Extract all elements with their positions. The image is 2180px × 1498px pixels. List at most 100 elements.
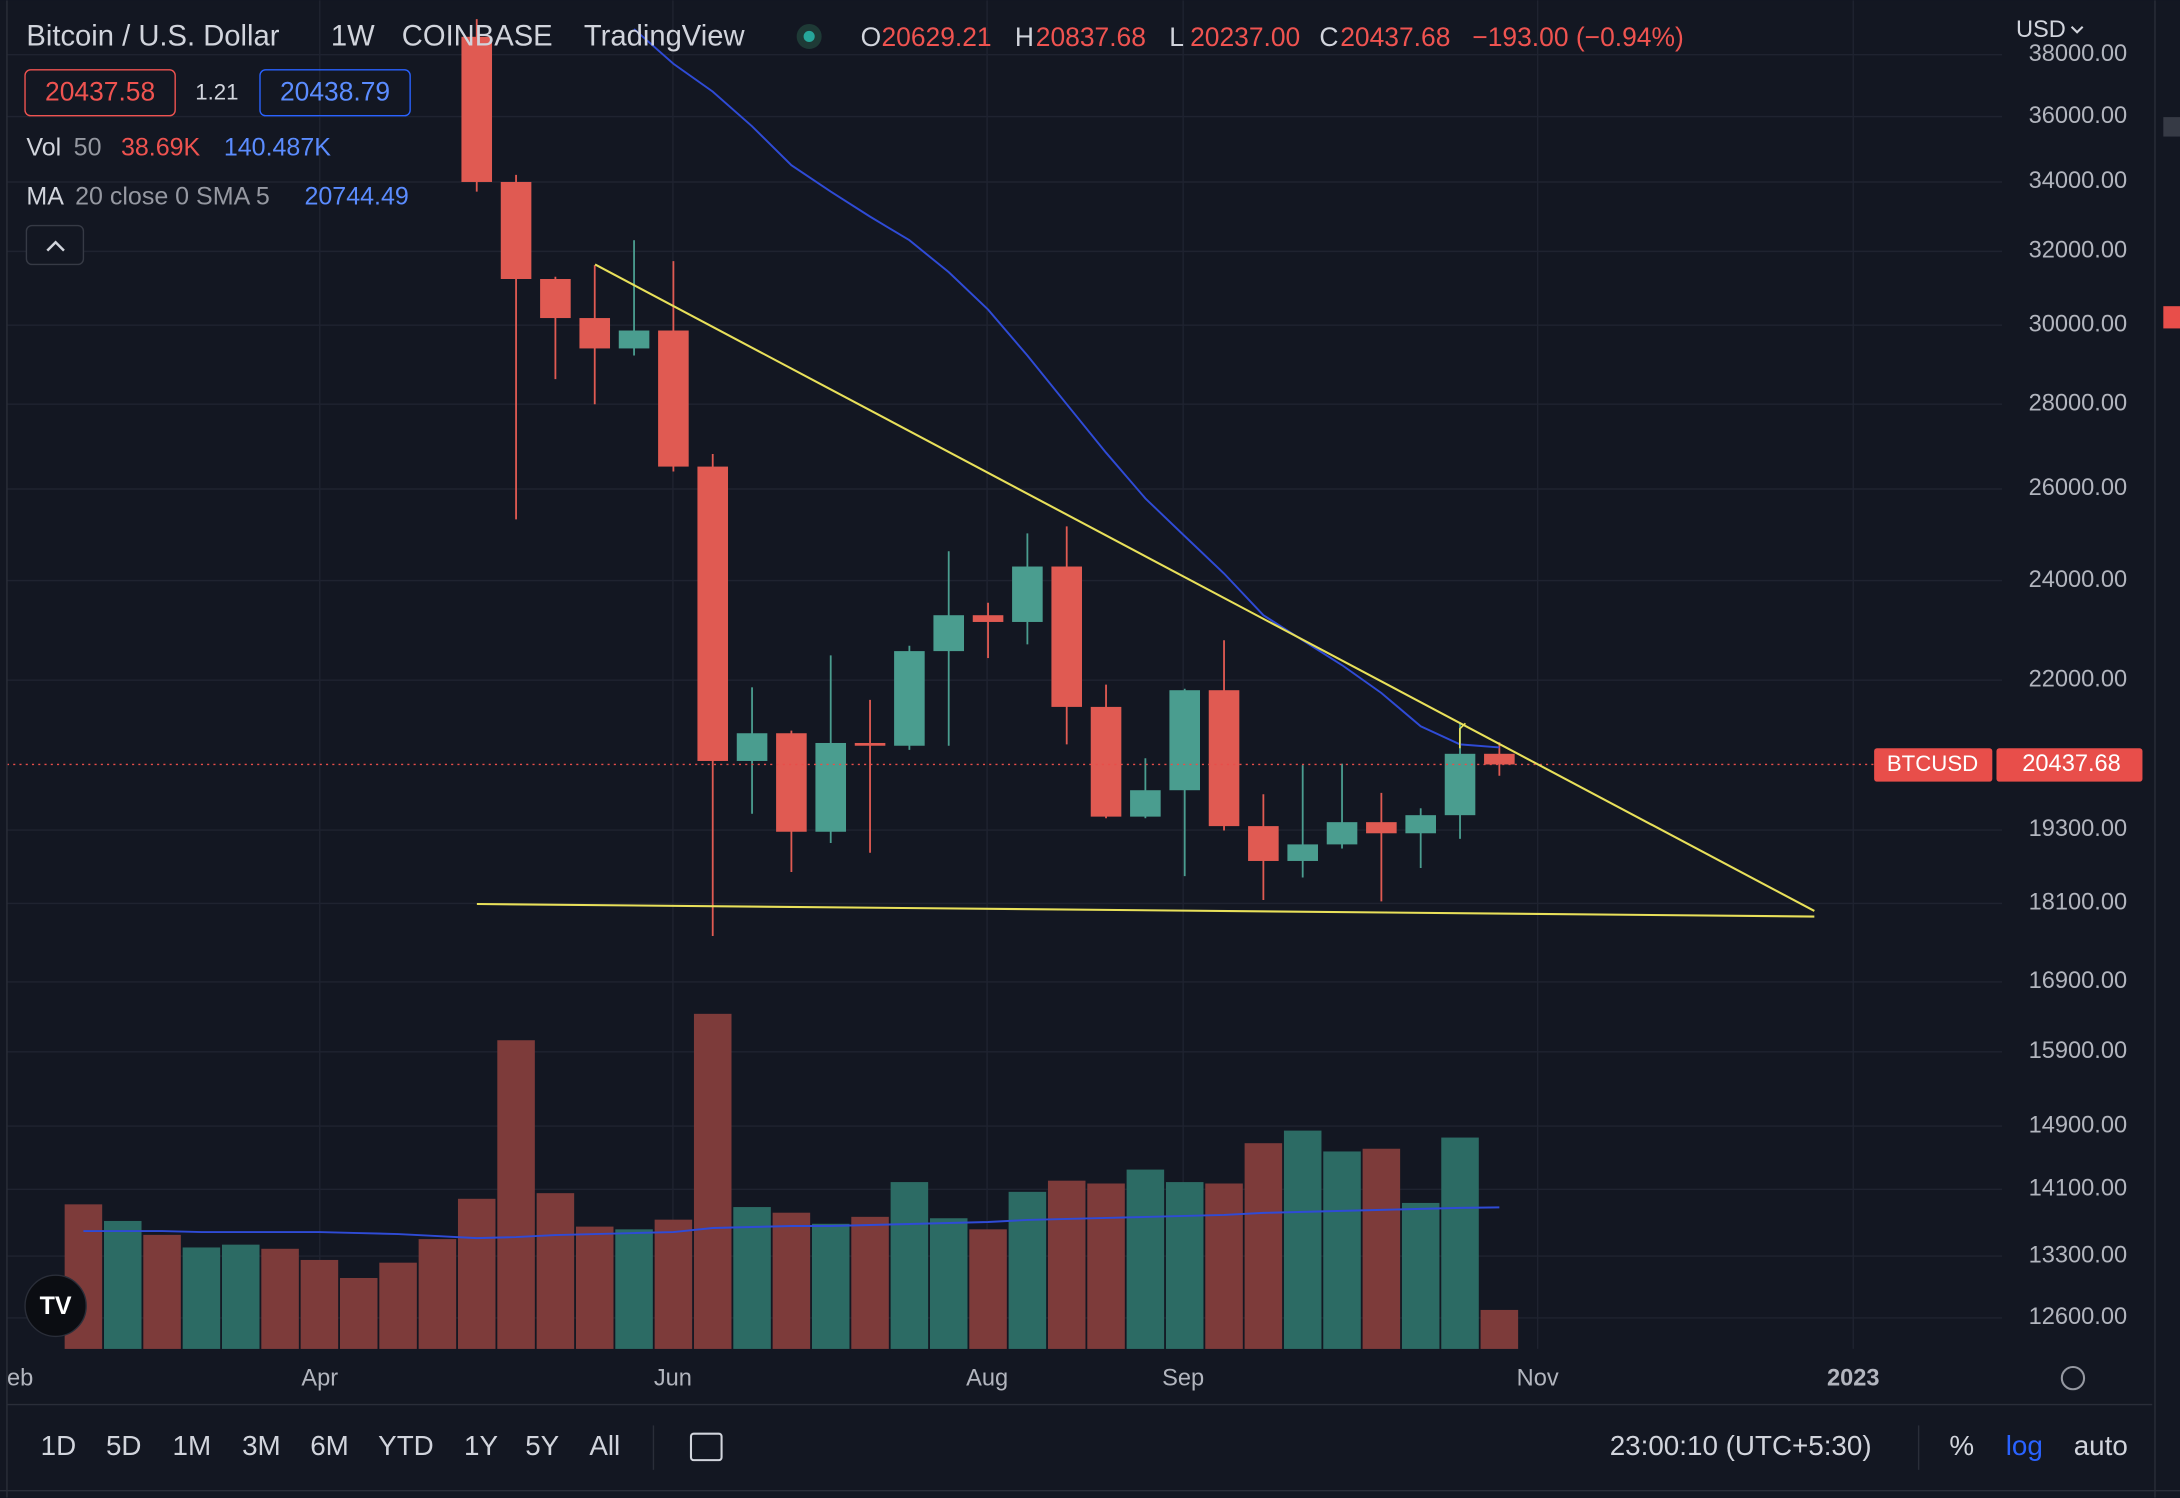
collapse-button[interactable] xyxy=(25,224,85,266)
vol-value: 38.69K xyxy=(121,134,201,162)
y-tick-label: 19300.00 xyxy=(2029,816,2128,842)
candle-body xyxy=(1287,844,1318,861)
candle-body xyxy=(1090,706,1122,817)
caret-icon xyxy=(46,240,65,252)
range-button[interactable]: 1M xyxy=(173,1430,212,1461)
x-tick-label: Apr xyxy=(301,1366,338,1392)
candle-body xyxy=(815,742,847,832)
auto-toggle[interactable]: auto xyxy=(2074,1430,2128,1461)
candle-body xyxy=(854,742,886,746)
volume-bar xyxy=(1047,1180,1086,1349)
candle-body xyxy=(697,466,729,761)
ask: 20438.79 xyxy=(280,76,390,106)
scroll-marker xyxy=(2163,306,2180,329)
ohlc-key: L xyxy=(1169,22,1184,52)
ask-box[interactable] xyxy=(259,69,411,117)
volume-bar xyxy=(693,1013,732,1349)
volume-bar xyxy=(1323,1151,1361,1349)
candle-body xyxy=(579,318,611,349)
volume-bar xyxy=(221,1244,260,1349)
clock[interactable]: 23:00:10 (UTC+5:30) xyxy=(1610,1430,1872,1461)
y-tick-label: 24000.00 xyxy=(2029,567,2128,593)
candle-body xyxy=(1484,753,1515,765)
y-tick-label: 16900.00 xyxy=(2029,968,2128,994)
range-button[interactable]: 3M xyxy=(242,1430,281,1461)
y-tick-label: 36000.00 xyxy=(2029,103,2128,129)
y-tick-label: 13300.00 xyxy=(2029,1242,2128,1268)
candle-body xyxy=(1326,822,1358,845)
logo-mark: TV xyxy=(40,1292,72,1320)
candle-body xyxy=(1169,690,1201,791)
volume-bar xyxy=(339,1277,378,1349)
bid-box[interactable] xyxy=(24,69,176,117)
range-button[interactable]: 6M xyxy=(310,1430,349,1461)
ohlc-value: 20437.68 xyxy=(1340,22,1450,52)
x-tick-label: Sep xyxy=(1162,1366,1204,1392)
price-pane xyxy=(6,19,1875,936)
candle-body xyxy=(1248,826,1279,861)
interval: 1W xyxy=(331,21,375,53)
exchange: COINBASE xyxy=(402,21,553,53)
x-tick-label: eb xyxy=(7,1366,33,1392)
candle-body xyxy=(618,330,650,349)
volume-bar xyxy=(969,1229,1007,1349)
price-tag xyxy=(1996,748,2143,782)
volume-bar xyxy=(143,1234,181,1349)
logo[interactable] xyxy=(24,1274,87,1338)
x-tick-label: Nov xyxy=(1517,1366,1559,1392)
ohlc-value: 20837.68 xyxy=(1036,22,1146,52)
ma-line xyxy=(633,28,1500,749)
ma-name: MA xyxy=(26,182,64,210)
scroll-marker xyxy=(2163,117,2180,137)
volume-bar xyxy=(890,1182,929,1349)
range-button[interactable]: 1D xyxy=(41,1430,77,1461)
candle-body xyxy=(461,36,493,182)
ma-params: 20 close 0 SMA 5 xyxy=(75,182,270,210)
candle-body xyxy=(658,330,689,467)
price-tag-text: 20437.68 xyxy=(2022,751,2121,777)
range-button[interactable]: 5D xyxy=(106,1430,142,1461)
ohlc-value: 20629.21 xyxy=(881,22,991,52)
candle-body xyxy=(972,615,1004,622)
volume-ma-line xyxy=(83,1206,1500,1240)
calendar-icon[interactable] xyxy=(689,1432,723,1462)
y-tick-label: 26000.00 xyxy=(2029,475,2128,501)
volume-bar xyxy=(1126,1169,1165,1349)
currency[interactable]: USD xyxy=(2016,17,2066,43)
volume-bar xyxy=(497,1040,535,1349)
settings-icon[interactable] xyxy=(2060,1365,2086,1391)
volume-bar xyxy=(772,1212,811,1349)
range-button[interactable]: YTD xyxy=(378,1430,434,1461)
volume-bar xyxy=(1401,1202,1440,1349)
drawing-mark xyxy=(1458,722,1466,749)
bid: 20437.58 xyxy=(45,76,155,106)
range-button[interactable]: All xyxy=(589,1430,620,1461)
candle-body xyxy=(1012,566,1043,622)
volume-bar xyxy=(1165,1182,1204,1349)
range-button[interactable]: 5Y xyxy=(525,1430,559,1461)
percent-toggle[interactable]: % xyxy=(1949,1430,1974,1461)
volume-bar xyxy=(654,1219,693,1349)
volume-bar xyxy=(379,1262,417,1349)
x-tick-label: Aug xyxy=(966,1366,1008,1392)
candle-body xyxy=(894,651,925,746)
price-axis: 38000.00 36000.00 34000.00 32000.00 30000.00… xyxy=(7,41,2127,1392)
volume-bar xyxy=(1205,1183,1243,1349)
log-toggle[interactable]: log xyxy=(2006,1430,2043,1461)
symbol: Bitcoin / U.S. Dollar xyxy=(26,21,279,53)
trend-line xyxy=(594,263,1815,912)
volume-bar xyxy=(182,1247,221,1349)
toolbar: 1D 5D 1M 3M 6M YTD 1Y 5Y All 23:00:10 (UTC+5:30)%… xyxy=(41,1430,2128,1461)
range-button[interactable]: 1Y xyxy=(464,1430,498,1461)
volume-bar xyxy=(536,1193,575,1349)
candle-body xyxy=(1130,790,1161,817)
volume-bar xyxy=(733,1207,771,1349)
y-tick-label: 34000.00 xyxy=(2029,168,2128,194)
volume-bar xyxy=(300,1259,339,1349)
symbol-tag-text: BTCUSD xyxy=(1887,751,1978,776)
ohlc-value: 20237.00 xyxy=(1190,22,1300,52)
caret-icon xyxy=(2070,25,2084,34)
volume-bar xyxy=(851,1216,889,1349)
vol-length: 50 xyxy=(74,134,102,162)
